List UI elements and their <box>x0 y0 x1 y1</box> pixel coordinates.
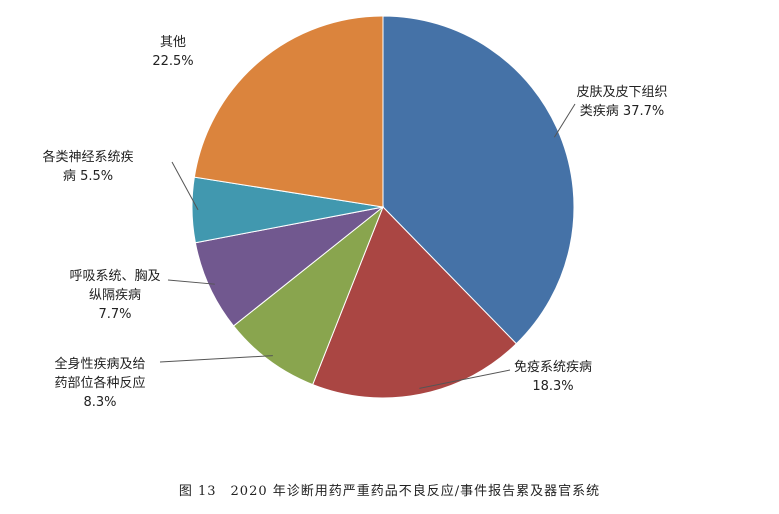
value-label: 22.5% <box>152 54 194 69</box>
pie-slice <box>193 15 384 208</box>
value-label: 37.7% <box>622 104 665 119</box>
slice-label: 各类神经系统疾病 5.5% <box>38 148 138 186</box>
pie-slice <box>382 15 575 345</box>
category-name: 呼吸系统、胸及纵隔疾病 <box>69 269 161 303</box>
leader-line <box>167 279 215 285</box>
leader-line <box>419 369 511 389</box>
pie-slice <box>232 205 385 386</box>
leader-line <box>553 103 576 138</box>
category-name: 免疫系统疾病 <box>513 360 592 375</box>
slice-label: 其他 22.5% <box>148 33 198 71</box>
category-name: 其他 <box>159 35 186 50</box>
category-name: 各类神经系统疾病 <box>42 150 134 184</box>
slice-label: 呼吸系统、胸及纵隔疾病 7.7% <box>65 267 165 324</box>
value-label: 18.3% <box>532 379 574 394</box>
chart-title: 图 13 2020 年诊断用药严重药品不良反应/事件报告累及器官系统 <box>178 484 601 499</box>
leader-line <box>171 161 199 211</box>
category-name: 全身性疾病及给药部位各种反应 <box>54 357 146 391</box>
slice-label: 全身性疾病及给药部位各种反应 8.3% <box>50 355 150 412</box>
value-label: 7.7% <box>98 307 132 322</box>
value-label: 5.5% <box>80 169 114 184</box>
value-label: 8.3% <box>83 395 117 410</box>
pie-slice <box>312 206 518 399</box>
slice-label: 免疫系统疾病 18.3% <box>508 358 598 396</box>
slice-label: 皮肤及皮下组织类疾病 37.7% <box>572 83 672 121</box>
pie-slice <box>194 206 384 327</box>
leader-line <box>159 355 273 363</box>
category-name: 皮肤及皮下组织类疾病 <box>576 85 668 119</box>
